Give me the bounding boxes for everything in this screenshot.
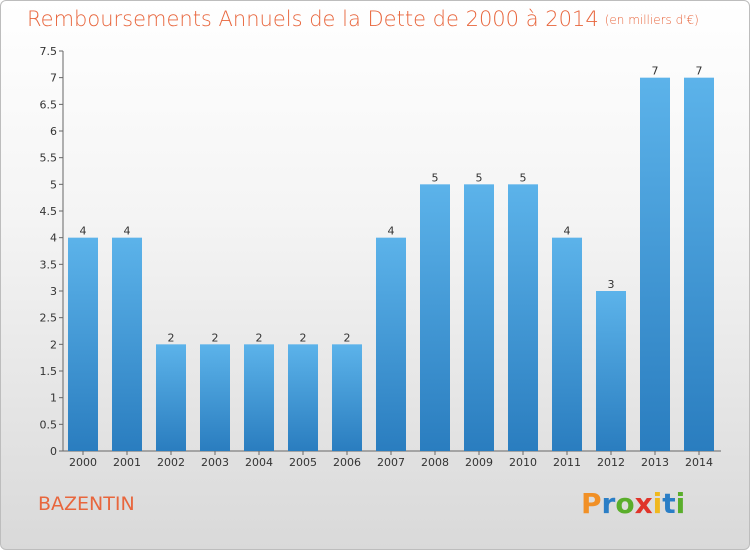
y-tick-label: 1 [50,392,57,405]
logo-letter: P [581,487,602,520]
y-tick-label: 2.5 [40,312,58,325]
logo-letter: o [615,487,635,520]
bar-2007 [376,237,406,451]
bar-2010 [508,184,538,452]
y-tick-label: 6 [50,125,57,138]
axes: 0 0.5 1 1.5 2 2.5 3 3.5 4 4.5 5 5.5 6 6.5 7 7.5 2000 2001… [40,45,721,469]
y-tick-label: 3 [50,285,57,298]
bar-2003 [200,344,230,451]
x-tick-label-2002: 2002 [157,456,185,469]
bars: 4 4 2 2 2 2 2 4 5 5 5 4 3 7 7 [68,65,714,452]
bar-2002 [156,344,186,451]
logo-letter: r [601,487,616,520]
bar-2011 [552,237,582,451]
x-tick-label-2005: 2005 [289,456,317,469]
value-label-2000: 4 [80,225,87,238]
value-label-2014: 7 [696,65,703,78]
chart-title: Remboursements Annuels de la Dette de 20… [27,7,699,31]
value-label-2004: 2 [256,331,263,344]
value-label-2003: 2 [212,331,219,344]
x-tick-label-2014: 2014 [685,456,713,469]
x-tick-label-2013: 2013 [641,456,669,469]
value-label-2009: 5 [476,171,483,184]
y-tick-label: 7 [50,72,57,85]
y-tick-label: 2 [50,338,57,351]
bar-2005 [288,344,318,451]
bar-2008 [420,184,450,452]
x-tick-label-2012: 2012 [597,456,625,469]
x-tick-label-2004: 2004 [245,456,273,469]
y-tick-label: 0 [50,445,57,458]
bar-2009 [464,184,494,452]
bar-2013 [640,77,670,452]
value-label-2006: 2 [344,331,351,344]
bar-2000 [68,237,98,451]
x-tick-label-2003: 2003 [201,456,229,469]
proxiti-logo: Proxiti [581,487,685,520]
logo-letter: i [652,487,663,520]
value-label-2010: 5 [520,171,527,184]
logo-letter: t [662,487,676,520]
value-label-2002: 2 [168,331,175,344]
x-tick-label-2010: 2010 [509,456,537,469]
value-label-2008: 5 [432,171,439,184]
value-label-2011: 4 [564,225,571,238]
y-tick-label: 3.5 [40,258,58,271]
x-tick-label-2000: 2000 [69,456,97,469]
value-label-2007: 4 [388,225,395,238]
commune-name: BAZENTIN [38,493,135,515]
title-unit: (en milliers d'€) [604,13,699,27]
x-tick-label-2001: 2001 [113,456,141,469]
y-tick-label: 6.5 [40,98,58,111]
y-tick-label: 4 [50,232,57,245]
bar-2001 [112,237,142,451]
y-tick-label: 1.5 [40,365,58,378]
logo-letter: x [634,487,653,520]
bar-2004 [244,344,274,451]
value-label-2013: 7 [652,65,659,78]
logo-letter: i [675,487,686,520]
value-label-2012: 3 [608,278,615,291]
y-tick-label: 4.5 [40,205,58,218]
x-tick-label-2009: 2009 [465,456,493,469]
title-text: Remboursements Annuels de la Dette de 20… [27,7,599,31]
value-label-2005: 2 [300,331,307,344]
bar-2012 [596,291,626,451]
x-tick-label-2007: 2007 [377,456,405,469]
y-tick-label: 5.5 [40,152,58,165]
x-tick-label-2011: 2011 [553,456,581,469]
y-tick-label: 5 [50,178,57,191]
bar-2014 [684,77,714,452]
value-label-2001: 4 [124,225,131,238]
x-tick-label-2008: 2008 [421,456,449,469]
bar-2006 [332,344,362,451]
y-tick-label: 0.5 [40,418,58,431]
y-tick-label: 7.5 [40,45,58,58]
x-tick-label-2006: 2006 [333,456,361,469]
